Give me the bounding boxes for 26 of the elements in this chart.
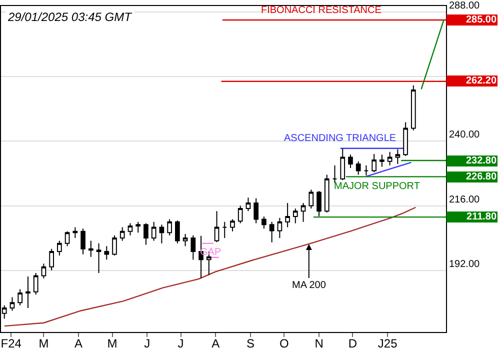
series-label: 226.80 xyxy=(466,172,497,182)
x-tick-label: A xyxy=(212,336,220,350)
annotation: 29/01/2025 03:45 GMT xyxy=(7,10,134,24)
y-tick-label: 240.00 xyxy=(449,130,480,141)
series-label: 262.20 xyxy=(466,76,497,86)
x-tick-label: O xyxy=(280,336,289,350)
annotation: MAJOR SUPPORT xyxy=(334,181,420,192)
x-tick-label: J25 xyxy=(378,336,398,350)
annotation: MA 200 xyxy=(292,280,326,291)
x-tick-label: M xyxy=(107,336,118,350)
x-tick-label: S xyxy=(246,336,254,350)
series-label: 285.00 xyxy=(466,14,497,26)
x-tick-label: A xyxy=(74,336,83,350)
y-tick-label: 192.00 xyxy=(449,258,480,270)
annotation: FIBONACCI RESISTANCE xyxy=(261,5,382,16)
y-tick-label: 288.00 xyxy=(449,0,480,12)
series-label: 232.80 xyxy=(466,156,497,166)
text: 211.80 xyxy=(466,212,497,222)
annotation: ASCENDING TRIANGLE xyxy=(284,133,396,144)
x-tick-label: J xyxy=(144,336,150,350)
x-tick-label: N xyxy=(314,336,324,350)
x-tick-label: D xyxy=(348,336,358,350)
x-tick-label: F24 xyxy=(0,336,22,350)
x-tick-label: M xyxy=(38,336,49,350)
y-tick-label: 216.00 xyxy=(449,194,480,206)
x-tick-label: J xyxy=(178,336,184,350)
